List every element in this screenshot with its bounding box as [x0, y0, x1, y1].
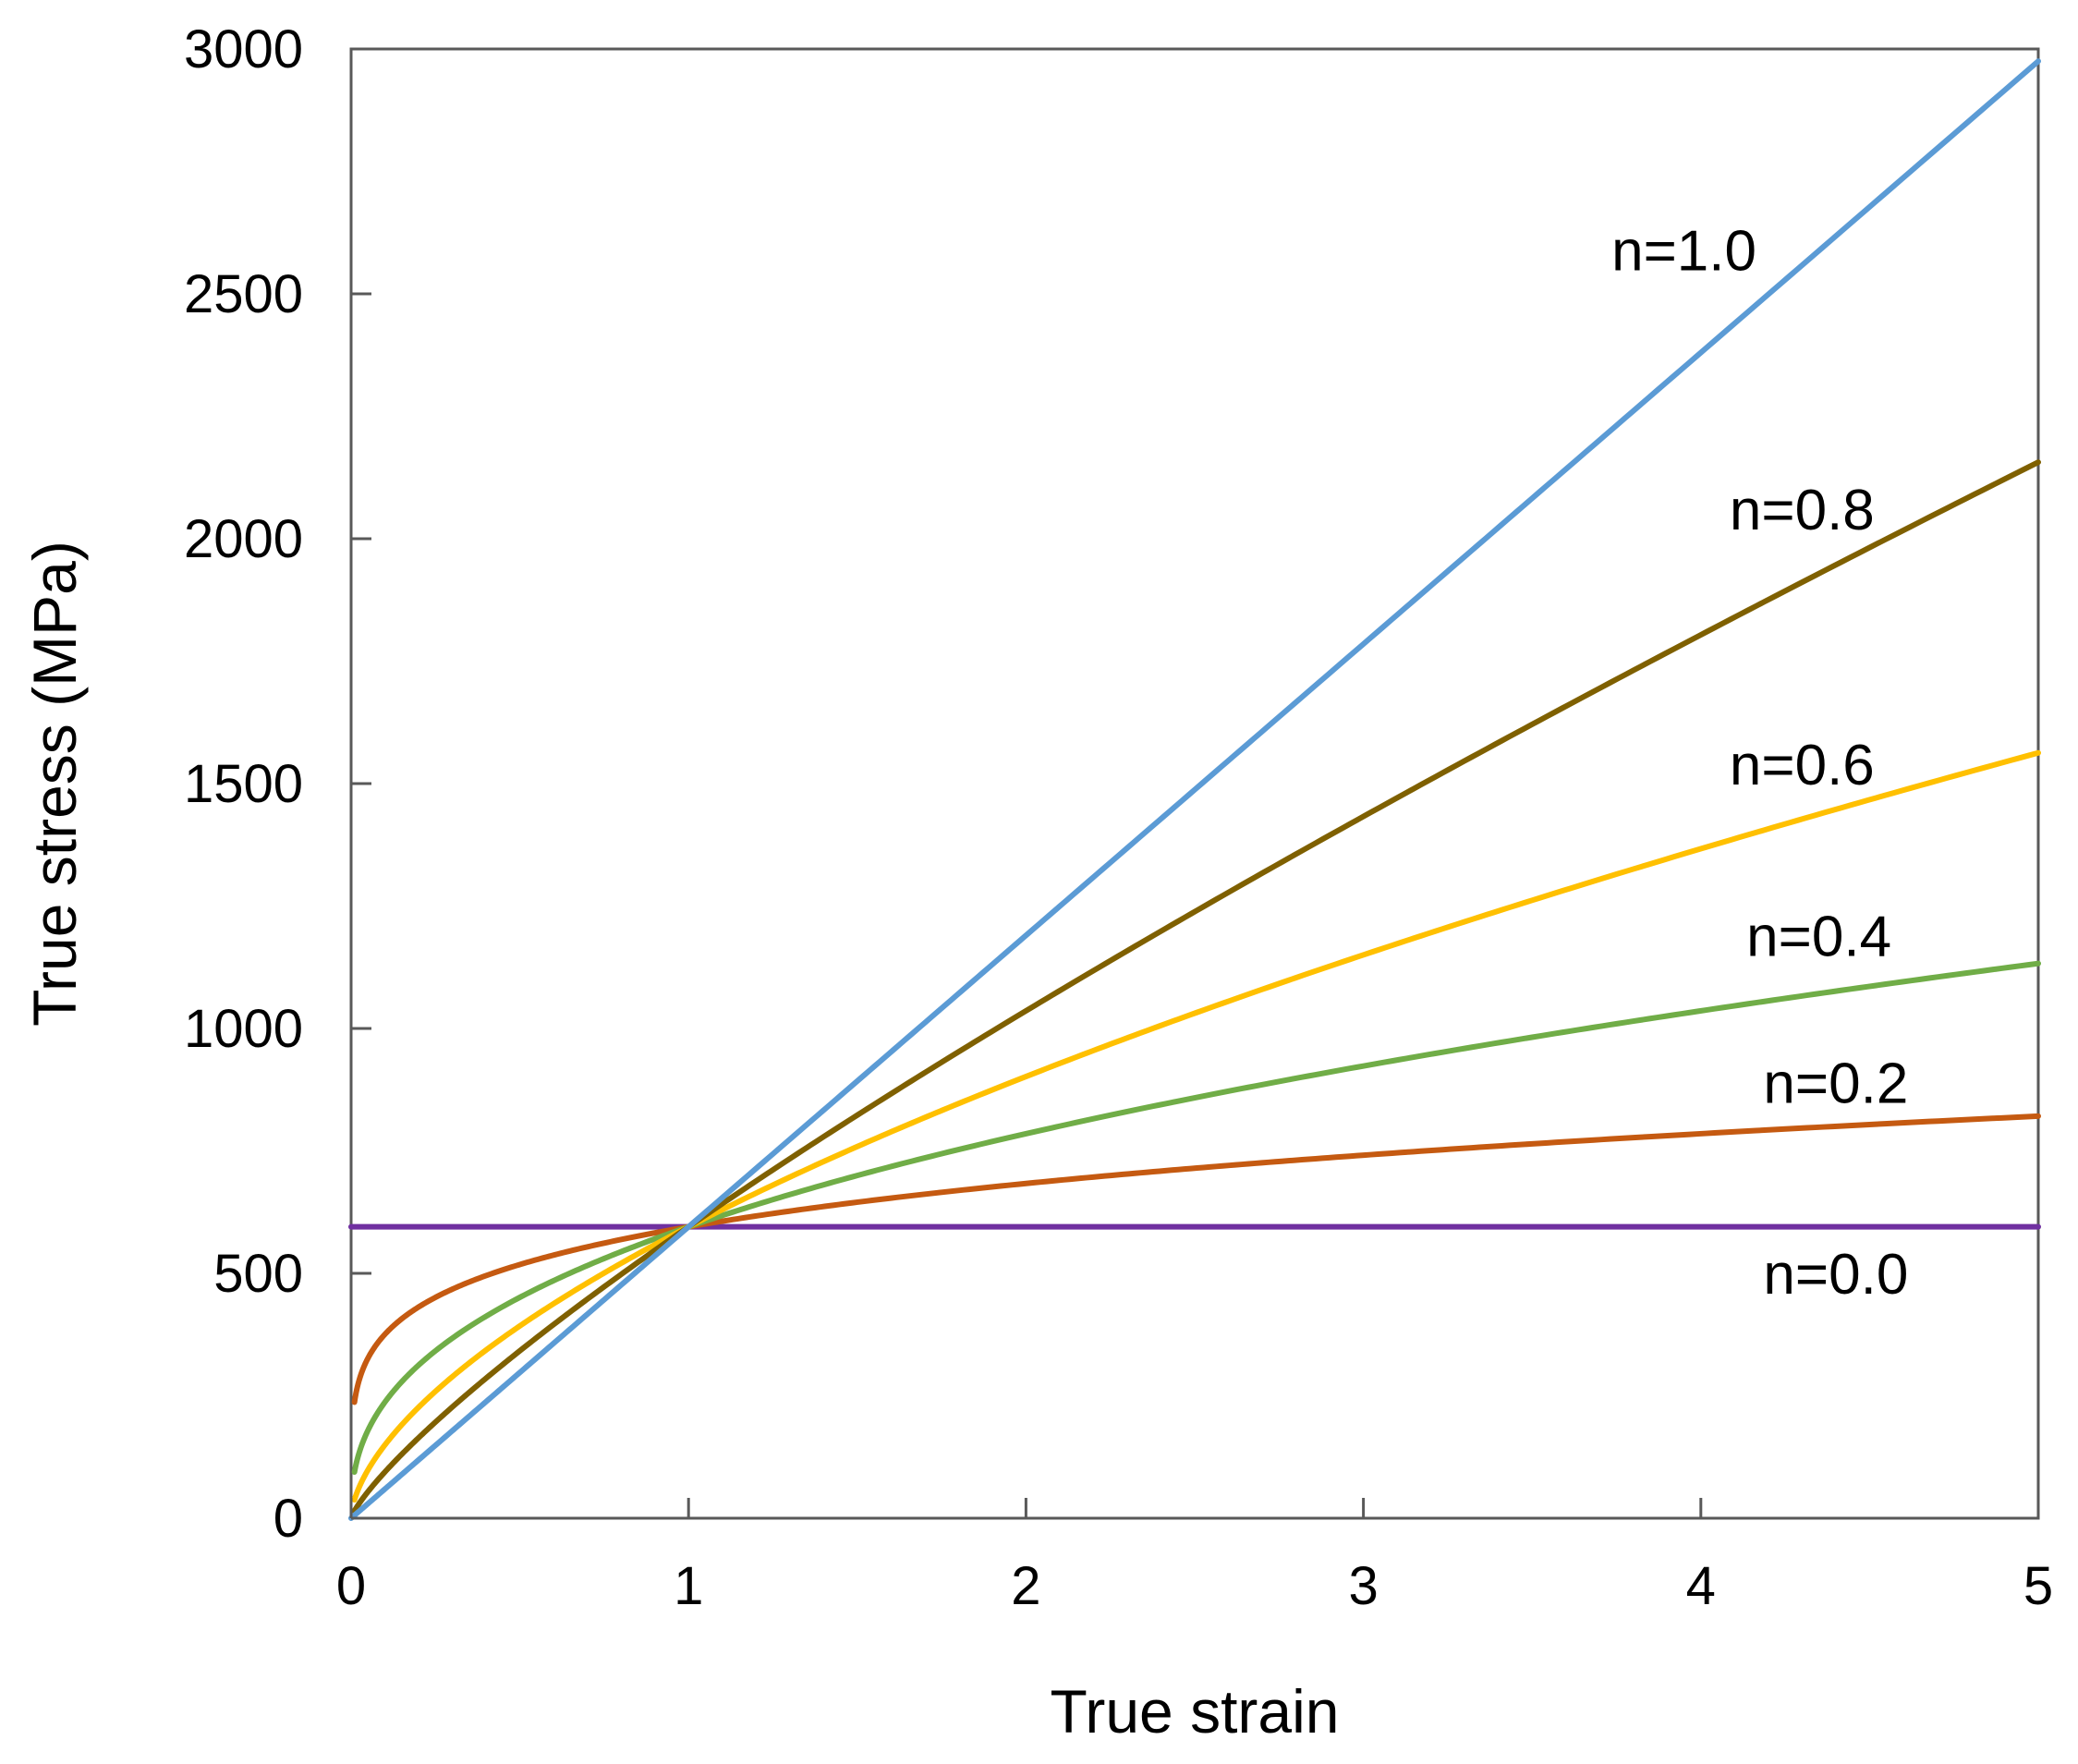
x-tick-label: 2	[1011, 1556, 1040, 1616]
series-layer	[348, 58, 2041, 1521]
x-tick-label: 3	[1348, 1556, 1378, 1616]
y-tick-label: 1000	[184, 999, 303, 1059]
y-tick-label: 0	[273, 1489, 303, 1549]
series-line-n-1	[348, 58, 2041, 1521]
series-line-n-0-6	[351, 749, 2041, 1503]
ticks-layer: 0 1 2 3 4 5 0 500 1000 1500 2000 2500 3000	[184, 19, 2053, 1616]
x-tick-label: 1	[674, 1556, 703, 1616]
y-tick-label: 2500	[184, 264, 303, 324]
y-tick-label: 500	[213, 1244, 303, 1304]
y-tick-label: 1500	[184, 754, 303, 814]
series-label-n-0-6: n=0.6	[1730, 734, 1875, 797]
series-label-n-1: n=1.0	[1611, 219, 1756, 283]
x-tick-label: 0	[336, 1556, 366, 1616]
series-label-n-0: n=0.0	[1763, 1243, 1908, 1307]
y-axis-title: True stress (MPa)	[20, 541, 89, 1027]
series-label-n-0-2: n=0.2	[1763, 1052, 1908, 1115]
x-tick-label: 5	[2023, 1556, 2053, 1616]
y-tick-label: 2000	[184, 509, 303, 569]
x-axis-title: True strain	[1051, 1677, 1340, 1746]
series-label-n-0-4: n=0.4	[1746, 905, 1891, 968]
y-tick-label: 3000	[184, 19, 303, 79]
series-line-n-0-2	[351, 1113, 2041, 1405]
x-tick-label: 4	[1686, 1556, 1716, 1616]
series-label-n-0-8: n=0.8	[1730, 479, 1875, 542]
series-line-n-0-8	[351, 459, 2041, 1515]
series-line-n-0-4	[351, 960, 2041, 1476]
labels-layer: n=0.0 n=0.2 n=0.4 n=0.6 n=0.8 n=1.0	[1611, 219, 1908, 1307]
